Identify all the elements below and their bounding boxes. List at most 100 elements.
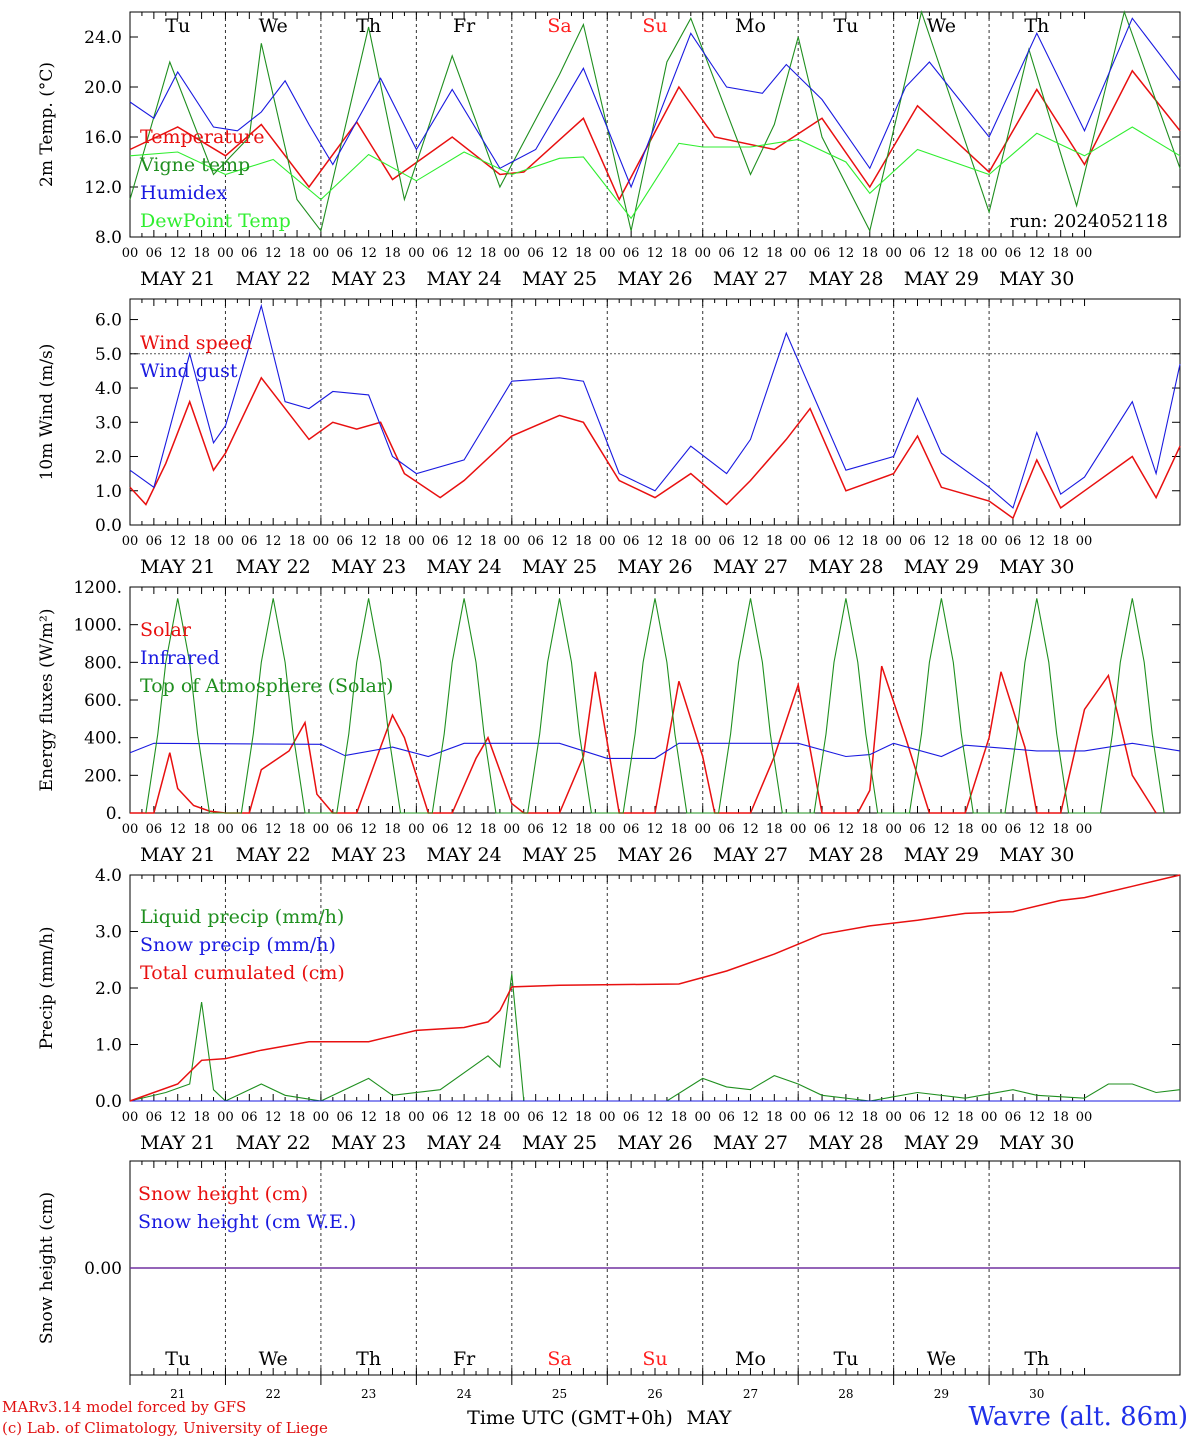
date-label: MAY 23 xyxy=(331,268,406,290)
y-axis-label: Energy fluxes (W/m²) xyxy=(37,609,57,792)
date-label: MAY 28 xyxy=(808,556,883,578)
legend-entry: Temperature xyxy=(140,126,264,148)
date-label: MAY 26 xyxy=(617,556,692,578)
hour-label: 18 xyxy=(1052,534,1069,549)
hour-label: 00 xyxy=(599,246,616,261)
hour-label: 06 xyxy=(527,1110,544,1125)
y-tick-label: 0.00 xyxy=(84,1259,122,1279)
hour-label: 12 xyxy=(551,534,568,549)
date-label: MAY 28 xyxy=(808,1132,883,1154)
hour-label: 06 xyxy=(1005,246,1022,261)
weekday-label: Tu xyxy=(165,15,190,37)
hour-label: 18 xyxy=(289,534,306,549)
hour-label: 06 xyxy=(718,534,735,549)
hour-label: 00 xyxy=(981,246,998,261)
date-label: MAY 27 xyxy=(713,556,788,578)
hour-label: 18 xyxy=(480,246,497,261)
weekday-label: Sa xyxy=(547,1348,571,1370)
hour-label: 18 xyxy=(480,822,497,837)
hour-label: 00 xyxy=(217,246,234,261)
panel-5: 0.00 Snow height (cm) Snow height (cm) Snow… xyxy=(37,1160,1181,1376)
station-title: Wavre (alt. 86m) xyxy=(968,1402,1188,1432)
hour-label: 18 xyxy=(384,534,401,549)
hour-label: 12 xyxy=(169,822,186,837)
hour-label: 00 xyxy=(694,1110,711,1125)
hour-label: 12 xyxy=(838,1110,855,1125)
hour-label: 18 xyxy=(957,246,974,261)
hour-label: 12 xyxy=(265,1110,282,1125)
hour-label: 06 xyxy=(909,246,926,261)
hour-label: 12 xyxy=(456,534,473,549)
model-credit: MARv3.14 model forced by GFS xyxy=(2,1398,247,1416)
weekday-label: Tu xyxy=(833,1348,858,1370)
hour-label: 06 xyxy=(432,246,449,261)
weekday-label: Su xyxy=(642,1348,667,1370)
hour-label: 18 xyxy=(766,534,783,549)
date-label: MAY 23 xyxy=(331,1132,406,1154)
hour-label: 12 xyxy=(647,822,664,837)
panel-frame xyxy=(129,586,1181,814)
date-label: MAY 29 xyxy=(904,844,979,866)
date-label: MAY 26 xyxy=(617,1132,692,1154)
hour-label: 00 xyxy=(694,822,711,837)
legend-entry: Wind gust xyxy=(140,360,238,382)
y-tick-label: 24.0 xyxy=(84,28,122,48)
hour-label: 12 xyxy=(265,534,282,549)
hour-label: 06 xyxy=(336,822,353,837)
hour-label: 06 xyxy=(336,1110,353,1125)
day-number-label: 23 xyxy=(361,1387,376,1401)
hour-label: 12 xyxy=(933,822,950,837)
hour-label: 06 xyxy=(527,534,544,549)
day-number-label: 27 xyxy=(743,1387,758,1401)
y-axis-label: Snow height (cm) xyxy=(37,1192,57,1344)
date-label: MAY 29 xyxy=(904,1132,979,1154)
hour-label: 12 xyxy=(742,822,759,837)
date-label: MAY 24 xyxy=(427,844,502,866)
hour-label: 12 xyxy=(647,534,664,549)
weekday-label: We xyxy=(259,1348,288,1370)
hour-label: 12 xyxy=(742,534,759,549)
y-tick-label: 0.0 xyxy=(95,1092,122,1112)
hour-label: 18 xyxy=(861,246,878,261)
y-tick-label: 0.0 xyxy=(95,516,122,536)
hour-label: 06 xyxy=(718,246,735,261)
date-label: MAY 26 xyxy=(617,844,692,866)
hour-label: 12 xyxy=(838,534,855,549)
hour-label: 18 xyxy=(384,1110,401,1125)
y-tick-label: 2.0 xyxy=(95,448,122,468)
date-label: MAY 26 xyxy=(617,268,692,290)
weekday-label: Th xyxy=(356,15,381,37)
hour-label: 06 xyxy=(241,1110,258,1125)
hour-label: 06 xyxy=(336,534,353,549)
panel-2: 0.0 1.0 2.0 3.0 4.0 5.0 6.0 10m Wind (m/s) Wind … xyxy=(37,298,1181,578)
y-tick-label: 3.0 xyxy=(95,923,122,943)
hour-label: 00 xyxy=(599,534,616,549)
hour-label: 06 xyxy=(1005,534,1022,549)
day-number-label: 30 xyxy=(1029,1387,1044,1401)
hour-label: 06 xyxy=(1005,1110,1022,1125)
hour-label: 18 xyxy=(193,246,210,261)
y-tick-label: 3.0 xyxy=(95,413,122,433)
hour-label: 06 xyxy=(814,534,831,549)
hour-label: 00 xyxy=(504,1110,521,1125)
hour-label: 06 xyxy=(527,822,544,837)
hour-label: 06 xyxy=(623,534,640,549)
date-label: MAY 25 xyxy=(522,1132,597,1154)
legend-entry: Liquid precip (mm/h) xyxy=(140,906,344,928)
hour-label: 06 xyxy=(432,822,449,837)
hour-label: 18 xyxy=(480,534,497,549)
hour-label: 00 xyxy=(885,822,902,837)
weekday-label: Sa xyxy=(547,15,571,37)
hour-label: 00 xyxy=(790,822,807,837)
hour-label: 00 xyxy=(694,534,711,549)
hour-label: 00 xyxy=(122,822,139,837)
hour-label: 18 xyxy=(575,1110,592,1125)
hour-label: 00 xyxy=(599,1110,616,1125)
hour-label: 12 xyxy=(265,246,282,261)
hour-label: 12 xyxy=(360,534,377,549)
hour-label: 06 xyxy=(527,246,544,261)
hour-label: 12 xyxy=(742,1110,759,1125)
hour-label: 06 xyxy=(146,246,163,261)
hour-label: 12 xyxy=(933,534,950,549)
